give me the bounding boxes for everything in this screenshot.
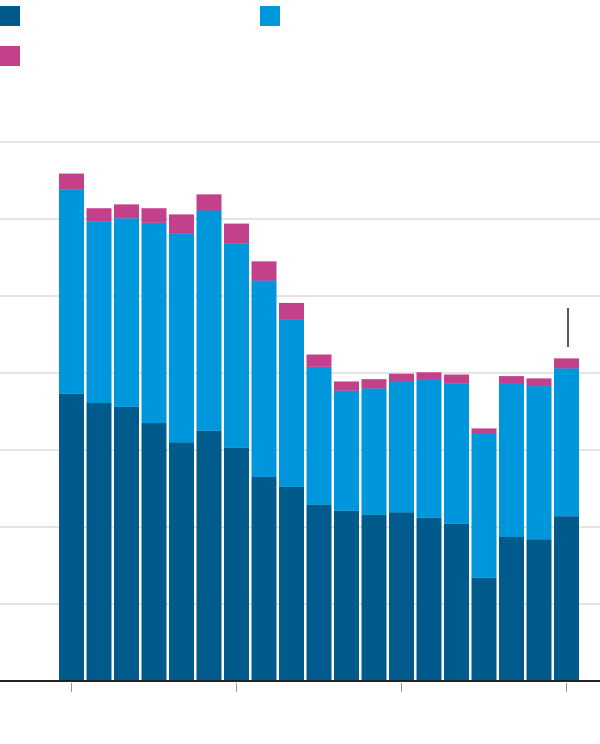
- bar-segment: [196, 210, 222, 431]
- bar-segment: [471, 433, 497, 578]
- bar-segment: [306, 354, 332, 367]
- bar-segment: [444, 523, 469, 681]
- bar-segment: [444, 383, 469, 524]
- bar-segment: [59, 173, 84, 190]
- bar-segment: [306, 366, 332, 505]
- bar-segment: [416, 372, 442, 380]
- legend-swatch: [0, 46, 20, 66]
- bar-segment: [169, 233, 194, 443]
- bar-segment: [334, 390, 359, 511]
- bar-segment: [251, 476, 277, 681]
- bar-segment: [224, 447, 249, 681]
- bar-segment: [251, 261, 277, 281]
- bar-segment: [416, 517, 442, 681]
- bar-segment: [251, 280, 277, 477]
- bar-segment: [279, 302, 304, 320]
- bar-segment: [334, 381, 359, 391]
- bar-segment: [334, 510, 359, 681]
- bar-segment: [471, 577, 497, 681]
- bar-segment: [86, 221, 112, 404]
- legend-swatch: [0, 6, 20, 26]
- bar-segment: [389, 373, 414, 382]
- bar-segment: [114, 218, 139, 407]
- bar-segment: [59, 189, 84, 394]
- bar-segment: [389, 381, 414, 513]
- bar-segment: [196, 430, 222, 681]
- bar-segment: [86, 403, 112, 681]
- bar-segment: [279, 319, 304, 487]
- bar-segment: [361, 514, 387, 681]
- bar-segment: [224, 223, 249, 244]
- bar-segment: [554, 368, 579, 517]
- bar-segment: [471, 428, 497, 434]
- bar-segment: [306, 504, 332, 681]
- bar-segment: [224, 243, 249, 448]
- bar-segment: [499, 376, 524, 384]
- bar-segment: [554, 358, 579, 369]
- bar-segment: [499, 383, 524, 538]
- bar-segment: [141, 423, 167, 681]
- bar-segment: [141, 222, 167, 424]
- bar-segment: [526, 378, 552, 387]
- bar-segment: [169, 442, 194, 681]
- legend: [0, 6, 280, 66]
- bar-segment: [279, 486, 304, 681]
- bar-segment: [114, 204, 139, 219]
- legend-swatch: [260, 6, 280, 26]
- bar-segment: [361, 379, 387, 389]
- bar-segment: [554, 516, 579, 681]
- bar-segment: [59, 393, 84, 681]
- bar-segment: [86, 208, 112, 222]
- bar-segment: [526, 539, 552, 681]
- bar-segment: [499, 537, 524, 681]
- bar-segment: [416, 379, 442, 518]
- bar-segment: [444, 374, 469, 384]
- bar-segment: [526, 386, 552, 540]
- bar-segment: [141, 208, 167, 223]
- bar-segment: [169, 214, 194, 234]
- bar-segment: [196, 194, 222, 211]
- bar-segment: [361, 388, 387, 515]
- bar-segment: [389, 512, 414, 681]
- bar-segment: [114, 406, 139, 681]
